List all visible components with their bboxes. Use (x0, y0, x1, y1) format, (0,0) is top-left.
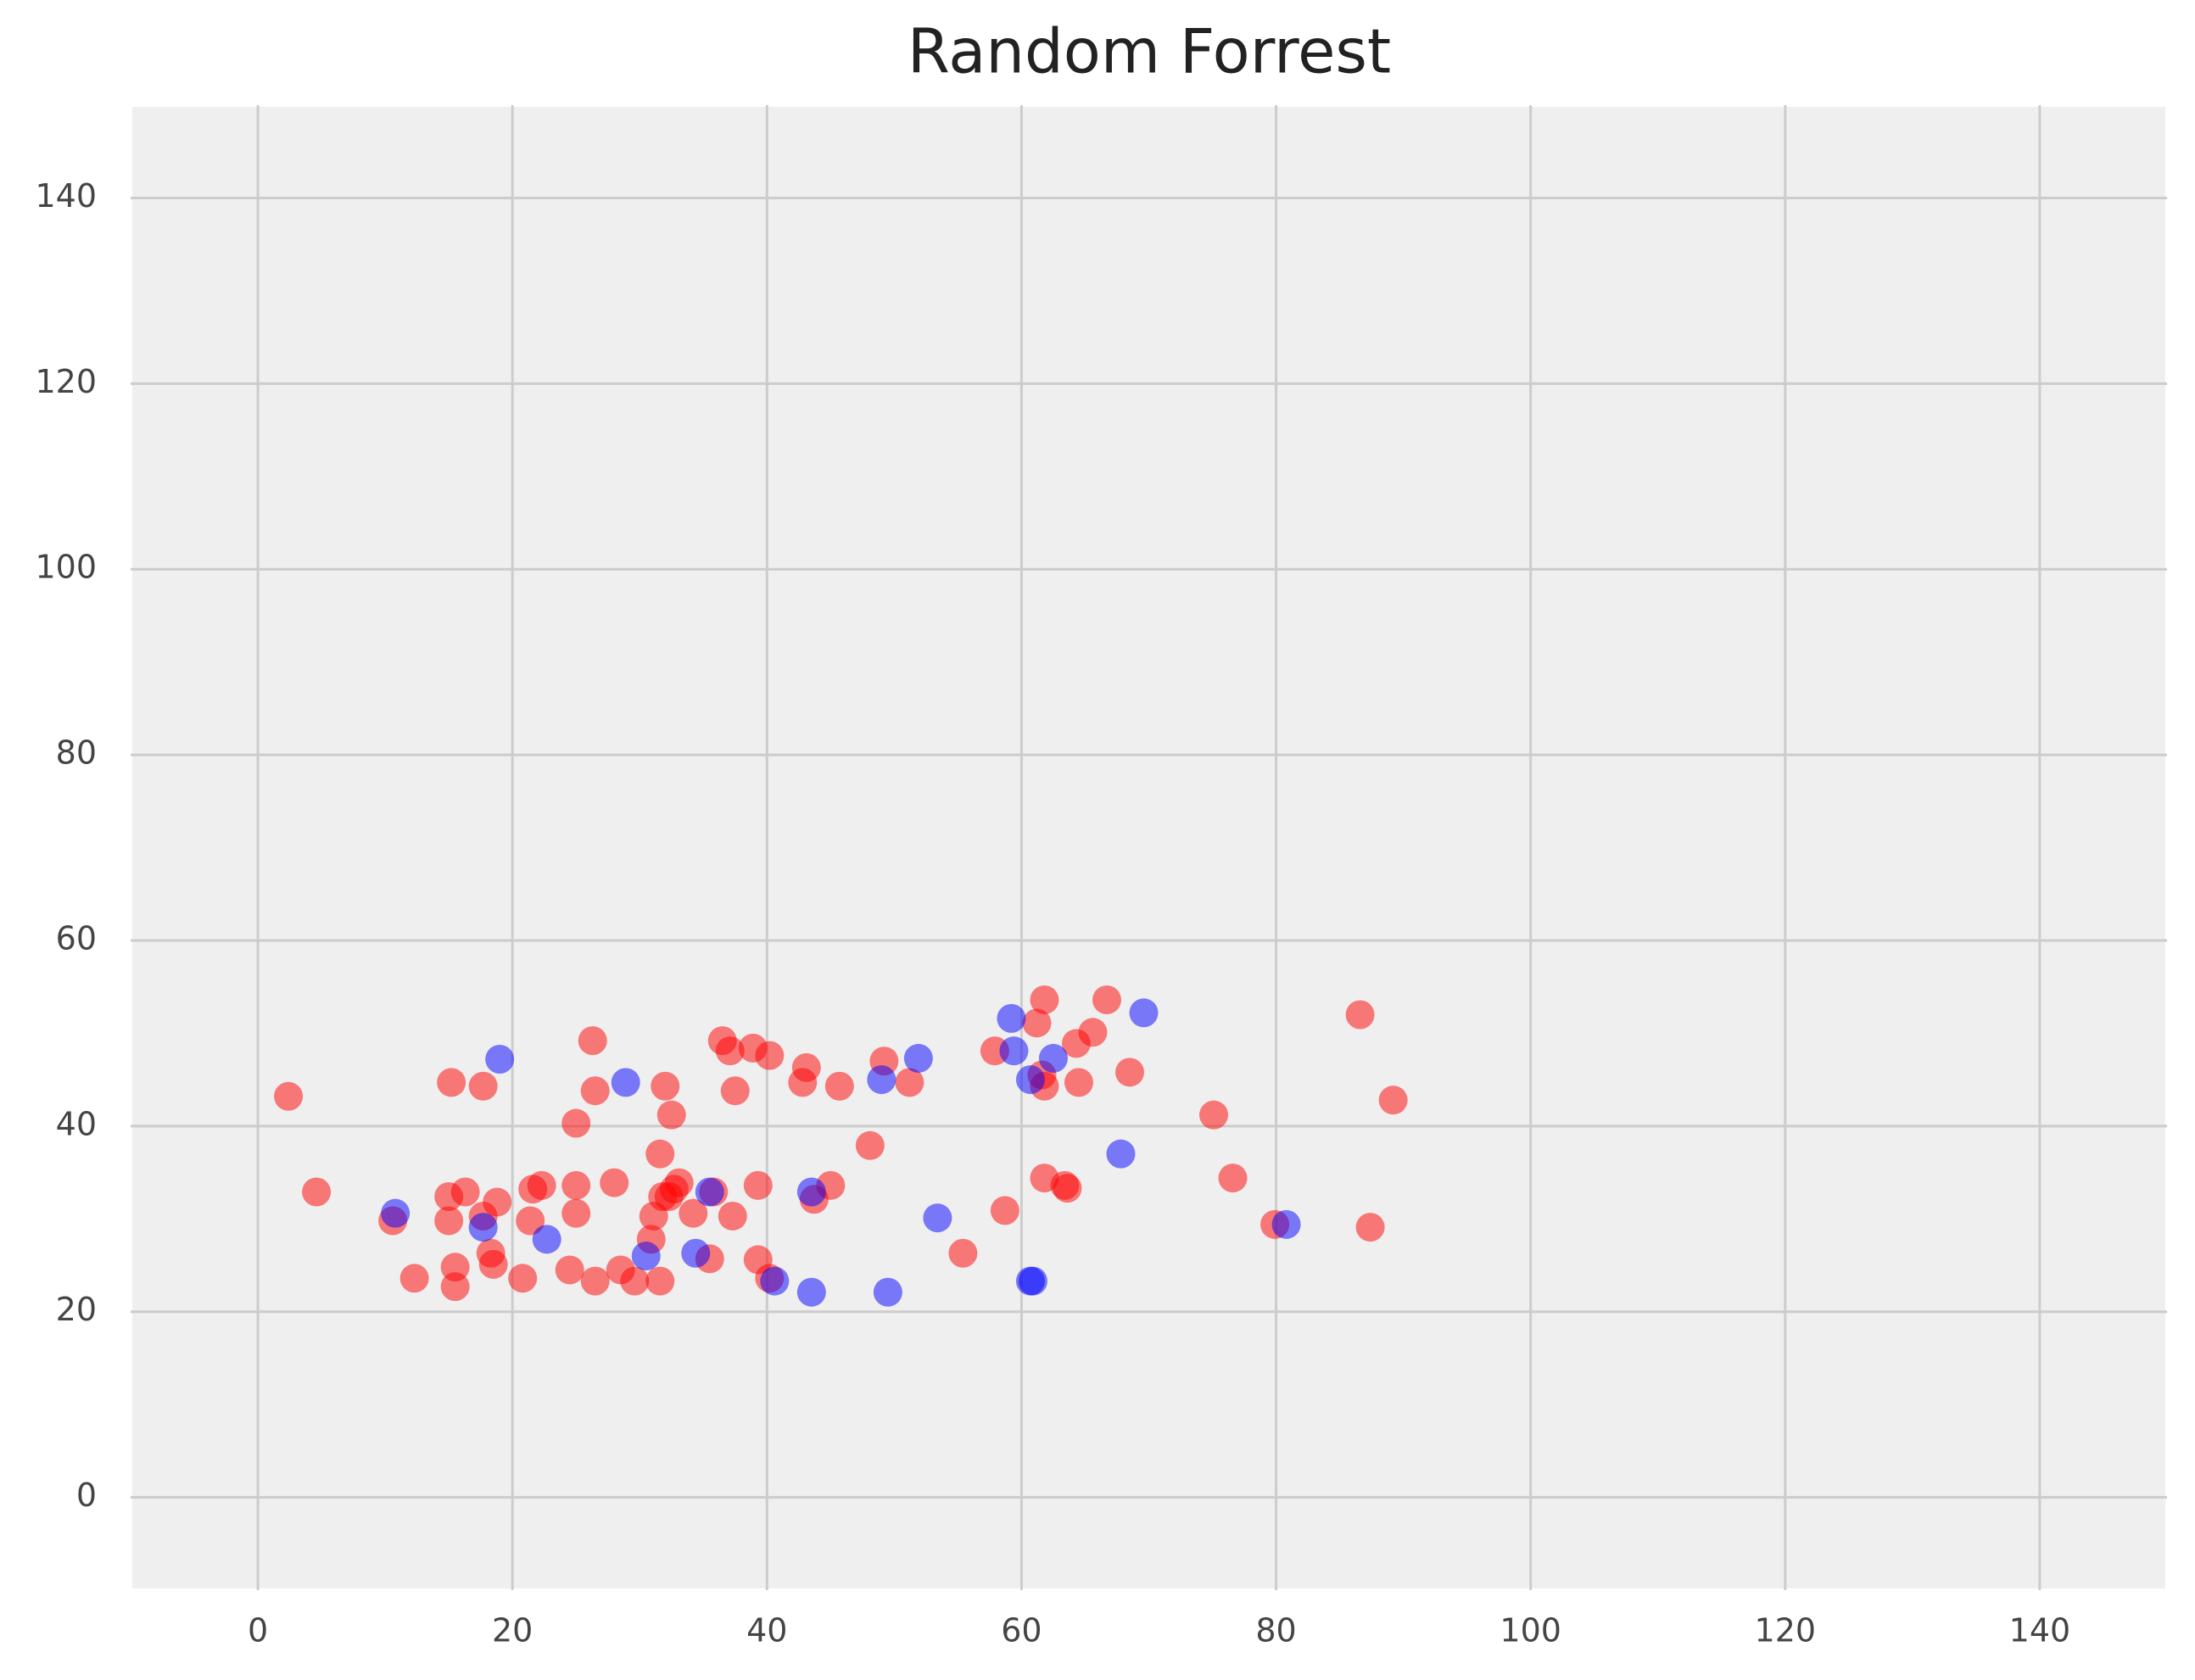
scatter-point (437, 1068, 466, 1097)
scatter-point (381, 1198, 411, 1228)
scatter-point (485, 1045, 515, 1074)
scatter-point (997, 1003, 1026, 1033)
scatter-point (631, 1242, 661, 1271)
scatter-point (620, 1266, 650, 1296)
x-tick-label: 0 (248, 1612, 268, 1649)
scatter-point (440, 1272, 470, 1302)
scatter-point (274, 1081, 304, 1111)
scatter-point (651, 1071, 680, 1101)
scatter-point (1218, 1164, 1248, 1193)
scatter-point (695, 1177, 724, 1207)
scatter-point (1378, 1086, 1408, 1115)
scatter-point (796, 1277, 826, 1307)
scatter-point (923, 1203, 952, 1233)
scatter-point (516, 1206, 545, 1236)
y-tick-label: 100 (35, 549, 97, 586)
y-tick-label: 140 (35, 177, 97, 215)
y-tick-label: 0 (76, 1476, 97, 1514)
y-tick-label: 40 (56, 1105, 97, 1142)
scatter-point (1038, 1043, 1068, 1073)
plot-area (129, 103, 2169, 1592)
scatter-point (1053, 1174, 1082, 1203)
scatter-point (1114, 1058, 1144, 1087)
scatter-point (561, 1170, 591, 1200)
scatter-point (720, 1076, 750, 1106)
scatter-point (1015, 1065, 1045, 1095)
scatter-point (718, 1201, 747, 1231)
scatter-point (1030, 985, 1059, 1014)
scatter-point (478, 1249, 508, 1279)
x-tick-label: 40 (746, 1612, 787, 1649)
scatter-point (1106, 1139, 1136, 1169)
scatter-point (483, 1187, 512, 1217)
scatter-point (399, 1264, 429, 1293)
scatter-point (600, 1168, 629, 1197)
scatter-point (1064, 1068, 1093, 1097)
scatter-point (679, 1198, 708, 1228)
scatter-point (561, 1198, 591, 1228)
scatter-point (796, 1177, 826, 1207)
scatter-point (578, 1026, 607, 1056)
chart-title: Random Forrest (908, 16, 1391, 87)
scatter-point (788, 1068, 818, 1097)
scatter-point (1092, 985, 1121, 1014)
scatter-point (867, 1065, 896, 1095)
scatter-point (527, 1170, 556, 1200)
scatter-point (873, 1277, 902, 1307)
scatter-point (1355, 1213, 1385, 1242)
scatter-point (532, 1225, 561, 1254)
scatter-point (755, 1041, 785, 1070)
scatter-point (743, 1170, 773, 1200)
scatter-point (715, 1036, 745, 1066)
y-tick-label: 80 (56, 734, 97, 772)
scatter-point (999, 1036, 1029, 1066)
y-tick-label: 20 (56, 1291, 97, 1328)
scatter-point (611, 1068, 640, 1097)
scatter-point (580, 1266, 610, 1296)
scatter-point (654, 1181, 684, 1211)
scatter-point (1129, 998, 1159, 1028)
scatter-point (824, 1071, 854, 1101)
scatter-point (1199, 1100, 1229, 1130)
x-tick-label: 140 (2009, 1612, 2071, 1649)
scatter-point (855, 1130, 885, 1160)
scatter-point (1018, 1266, 1047, 1296)
y-tick-label: 60 (56, 919, 97, 957)
scatter-point (1345, 1000, 1375, 1030)
scatter-point (645, 1266, 675, 1296)
scatter-point (990, 1196, 1019, 1225)
scatter-point (450, 1177, 480, 1207)
scatter-point (580, 1076, 610, 1106)
scatter-point (302, 1177, 332, 1207)
scatter-point (903, 1043, 933, 1073)
scatter-point (681, 1238, 711, 1268)
scatter-point (760, 1266, 790, 1296)
x-tick-label: 60 (1001, 1612, 1042, 1649)
scatter-point (1078, 1018, 1108, 1047)
scatter-point (656, 1100, 686, 1130)
scatter-point (434, 1206, 464, 1236)
x-tick-label: 80 (1255, 1612, 1296, 1649)
y-tick-label: 120 (35, 363, 97, 400)
x-tick-label: 120 (1755, 1612, 1817, 1649)
scatter-point (561, 1108, 591, 1138)
scatter-point (948, 1238, 978, 1268)
scatter-point (555, 1255, 584, 1285)
scatter-point (645, 1139, 675, 1169)
scatter-point (1271, 1209, 1301, 1239)
scatter-point (1022, 1008, 1052, 1038)
scatter-point (468, 1213, 498, 1242)
scatter-point (468, 1071, 498, 1101)
x-tick-label: 20 (492, 1612, 533, 1649)
scatter-point (895, 1068, 924, 1097)
scatter-point (508, 1264, 538, 1293)
x-tick-label: 100 (1500, 1612, 1561, 1649)
